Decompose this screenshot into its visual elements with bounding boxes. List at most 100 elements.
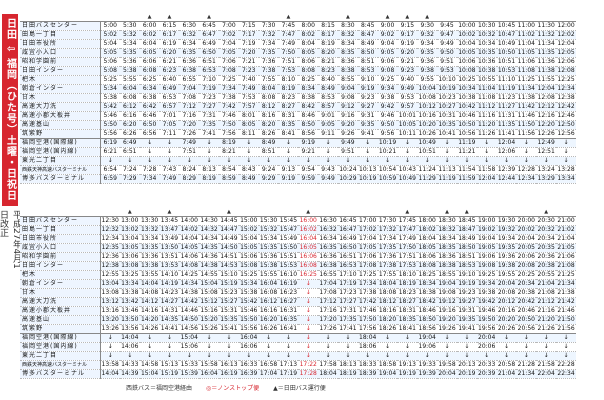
departure-time: 17:25 xyxy=(357,270,378,280)
departure-time: 8:20 xyxy=(318,48,338,58)
departure-time: 11:04 xyxy=(476,84,497,94)
departure-time: 11:35 xyxy=(536,48,557,58)
departure-time: 9:23 xyxy=(357,93,378,103)
departure-time: 11:35 xyxy=(496,120,517,130)
station-name: 高速基山 xyxy=(20,315,101,325)
departure-time: 7:04 xyxy=(218,39,239,49)
departure-time: ↓ xyxy=(218,351,239,361)
departure-time: 10:23 xyxy=(437,93,457,103)
departure-time: 9:59 xyxy=(298,174,319,184)
departure-time: 15:16 xyxy=(199,306,219,316)
station-name: 福岡空港(国内線) xyxy=(20,147,101,157)
departure-time: 9:50 xyxy=(377,120,398,130)
departure-time: 10:08 xyxy=(456,66,477,76)
departure-time: 9:11 xyxy=(318,129,338,139)
departure-time: 14:08 xyxy=(139,288,160,298)
departure-time: 10:12 xyxy=(417,102,438,112)
departure-time: ↓ xyxy=(159,351,180,361)
departure-time: 18:05 xyxy=(417,243,438,253)
departure-time: 15:41 xyxy=(218,324,239,334)
departure-time: 15:36 xyxy=(258,252,279,262)
departure-time: ↓ xyxy=(199,147,219,157)
departure-time: ↓ xyxy=(199,333,219,343)
departure-time: 14:49 xyxy=(218,234,239,244)
departure-time: 7:06 xyxy=(218,57,239,67)
departure-time: 19:19 xyxy=(456,279,477,289)
departure-time: 21:20 xyxy=(536,315,557,325)
operator-mark: ▲ xyxy=(167,209,172,215)
departure-time: 12:00 xyxy=(556,21,576,31)
departure-time: 10:35 xyxy=(476,48,497,58)
departure-time: 14:33 xyxy=(119,360,140,370)
departure-time: 11:13 xyxy=(437,165,457,175)
departure-time: 10:49 xyxy=(417,138,438,148)
departure-time: 12:46 xyxy=(556,111,576,121)
departure-time: 9:56 xyxy=(377,129,398,139)
table-row: 咸宜小入口 5:05 5:35 6:05 6:20 6:35 6:50 7:05 7:20 7:3… xyxy=(20,48,576,58)
departure-time: 10:05 xyxy=(397,120,418,130)
departure-time: 21:34 xyxy=(556,279,576,289)
departure-time: 9:20 xyxy=(337,120,358,130)
departure-time: 11:05 xyxy=(516,48,537,58)
departure-time: 22:04 xyxy=(536,369,557,379)
departure-time: 9:19 xyxy=(397,39,418,49)
departure-time: 9:32 xyxy=(417,30,438,40)
operator-mark xyxy=(298,14,318,22)
departure-time: 15:04 xyxy=(238,234,259,244)
departure-time: 21:50 xyxy=(556,315,576,325)
departure-time: 8:05 xyxy=(238,120,259,130)
departure-time: 8:23 xyxy=(318,66,338,76)
departure-time: 10:46 xyxy=(456,111,477,121)
departure-time: 17:51 xyxy=(397,252,418,262)
departure-time: 8:34 xyxy=(298,84,319,94)
departure-time: 19:38 xyxy=(496,261,517,271)
departure-time: ↓ xyxy=(437,138,457,148)
station-name: 福岡空港(国内線) xyxy=(20,342,101,352)
departure-time: 15:26 xyxy=(199,324,219,334)
departure-time: 14:35 xyxy=(199,243,219,253)
operator-mark: ▲ xyxy=(464,209,469,215)
departure-time: 10:35 xyxy=(437,120,457,130)
departure-time: 5:04 xyxy=(100,39,120,49)
departure-time: 8:42 xyxy=(298,102,319,112)
departure-time: 6:25 xyxy=(139,75,160,85)
departure-time: 9:24 xyxy=(258,165,279,175)
operator-mark xyxy=(497,14,517,22)
departure-time: 7:41 xyxy=(199,129,219,139)
departure-time: 7:20 xyxy=(238,48,259,58)
departure-time: 8:59 xyxy=(218,174,239,184)
departure-time: 8:21 xyxy=(318,57,338,67)
departure-time: 10:32 xyxy=(476,30,497,40)
departure-time: 14:04 xyxy=(139,279,160,289)
departure-time: 18:04 xyxy=(318,369,338,379)
departure-time: 9:41 xyxy=(357,129,378,139)
departure-time: 8:19 xyxy=(278,84,299,94)
departure-time: 9:55 xyxy=(417,75,438,85)
departure-time: 16:26 xyxy=(258,324,279,334)
departure-time: 18:42 xyxy=(417,297,438,307)
departure-time: 10:19 xyxy=(357,174,378,184)
departure-time: ↓ xyxy=(278,351,299,361)
departure-time: 12:55 xyxy=(100,270,120,280)
departure-time: 7:46 xyxy=(218,111,239,121)
departure-time: 15:33 xyxy=(179,360,200,370)
departure-time: 18:19 xyxy=(397,279,418,289)
departure-time: 21:08 xyxy=(536,288,557,298)
departure-time: 8:51 xyxy=(258,147,279,157)
departure-time: 17:46 xyxy=(357,306,378,316)
departure-time: 5:55 xyxy=(119,75,140,85)
departure-time: ↓ xyxy=(516,156,537,166)
departure-time: 13:26 xyxy=(100,324,120,334)
departure-time: 16:51 xyxy=(337,252,358,262)
departure-time: 20:34 xyxy=(516,279,537,289)
departure-time: 7:51 xyxy=(179,147,200,157)
departure-time: 7:25 xyxy=(218,75,239,85)
departure-time: 11:26 xyxy=(476,129,497,139)
departure-time: 10:19 xyxy=(437,84,457,94)
departure-time: 9:42 xyxy=(377,102,398,112)
table-row: 高速大刀洗 13:12 13:42 14:12 14:27 14:42 15:12 15:27… xyxy=(20,297,576,307)
departure-time: 13:12 xyxy=(100,297,120,307)
departure-time: 18:38 xyxy=(417,288,438,298)
departure-time: 11:23 xyxy=(496,93,517,103)
departure-time: 10:30 xyxy=(476,21,497,31)
